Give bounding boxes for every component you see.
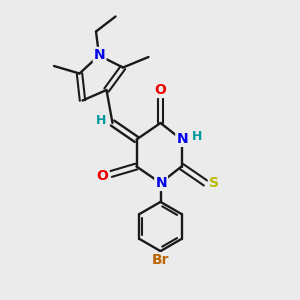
Text: H: H [192, 130, 202, 143]
Text: S: S [209, 176, 219, 190]
Text: O: O [154, 83, 166, 97]
Text: H: H [96, 113, 106, 127]
Text: N: N [176, 132, 188, 146]
Text: O: O [97, 169, 109, 182]
Text: N: N [94, 48, 105, 62]
Text: N: N [155, 176, 167, 190]
Text: Br: Br [152, 253, 169, 267]
